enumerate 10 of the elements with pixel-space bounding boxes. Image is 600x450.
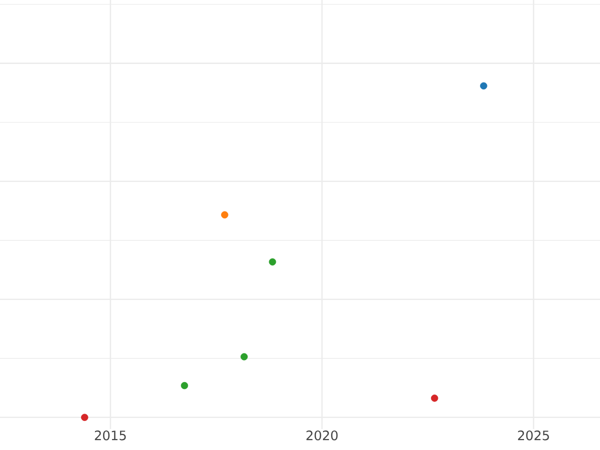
x-tick-label: 2025 xyxy=(518,430,549,440)
point xyxy=(268,258,276,266)
x-tick-label: 2015 xyxy=(94,430,126,440)
x-tick-label: 2020 xyxy=(306,430,338,440)
point xyxy=(221,211,228,218)
point xyxy=(180,382,188,390)
point xyxy=(480,82,488,90)
point xyxy=(240,353,248,360)
point xyxy=(81,414,88,421)
point xyxy=(430,394,438,402)
